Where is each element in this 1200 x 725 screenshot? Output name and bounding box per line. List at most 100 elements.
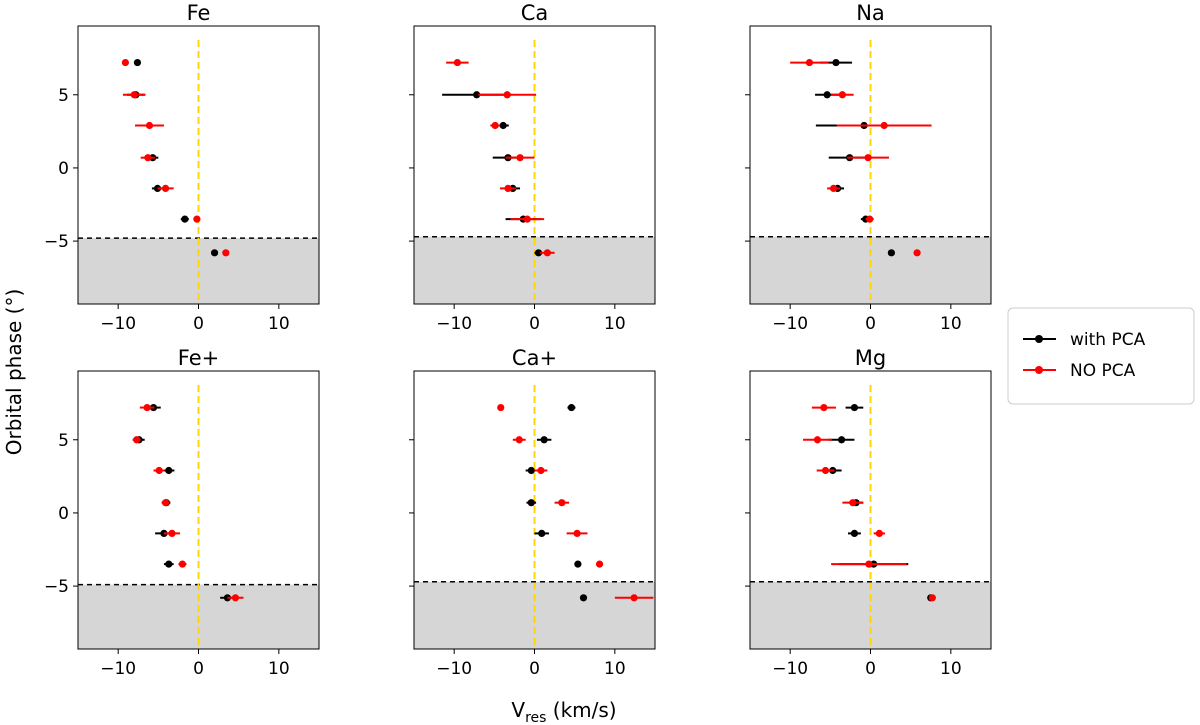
x-tick-label: 0 (193, 314, 204, 334)
data-point (523, 215, 531, 223)
panel-title: Mg (855, 346, 886, 370)
data-point (223, 594, 232, 602)
legend-label-with-pca: with PCA (1070, 330, 1146, 350)
series-no-pca (497, 403, 654, 602)
legend-marker-no-pca (1035, 366, 1043, 374)
data-point (161, 499, 170, 507)
x-tick-label: 0 (529, 659, 540, 679)
series-no-pca (790, 58, 932, 257)
data-point (527, 466, 535, 475)
series-no-pca (132, 403, 244, 602)
data-point (133, 436, 141, 444)
data-point (850, 529, 859, 538)
data-point (849, 499, 857, 507)
data-point (133, 58, 142, 67)
data-point (829, 184, 838, 193)
data-point (838, 91, 846, 99)
series-with-pca (823, 403, 935, 602)
y-tick-label: 0 (58, 504, 69, 524)
panel-1: −10 0 10 5 0 −5 Fe (44, 1, 320, 334)
x-tick-label: −10 (436, 314, 472, 334)
panel-title: Ca+ (512, 346, 557, 370)
data-point (161, 184, 170, 193)
shaded-region (750, 581, 991, 649)
data-point (491, 121, 499, 130)
x-tick-label: 10 (268, 659, 290, 679)
data-point (850, 403, 859, 412)
x-tick-label: 10 (940, 314, 962, 334)
data-point (832, 58, 840, 67)
panel-title: Fe (187, 1, 211, 25)
x-axis-label-unit: (km/s) (546, 698, 616, 722)
series-with-pca (442, 91, 543, 257)
data-point (538, 529, 546, 538)
data-point (165, 466, 173, 475)
panels: −10 0 10 5 0 −5 Fe −10 0 10 Ca −10 0 10 Na −10 0 10 5 0 −5 Fe… (44, 1, 992, 679)
series-with-pca (525, 403, 588, 602)
data-point (837, 436, 846, 444)
data-point (865, 560, 873, 568)
data-point (866, 215, 874, 223)
panel-title: Na (856, 1, 885, 25)
x-tick-label: 0 (193, 659, 204, 679)
panel-6: −10 0 10 Mg (745, 346, 992, 679)
x-tick-label: 0 (865, 314, 876, 334)
x-axis-label-subscript: res (525, 710, 546, 725)
legend-item-with-pca: with PCA (1023, 330, 1146, 350)
data-point (630, 594, 638, 602)
data-point (574, 560, 582, 568)
data-point (181, 215, 189, 223)
series-no-pca (803, 403, 936, 602)
data-point (453, 58, 461, 67)
data-point (567, 403, 576, 412)
data-point (168, 529, 176, 538)
shaded-region (414, 236, 655, 304)
data-point (579, 594, 588, 602)
panel-title: Ca (521, 1, 549, 25)
legend: with PCA NO PCA (1007, 307, 1195, 405)
y-tick-label: 5 (58, 431, 69, 451)
x-tick-label: 10 (604, 314, 626, 334)
data-point (573, 529, 581, 538)
data-point (155, 466, 163, 475)
data-point (497, 403, 505, 412)
series-with-pca (133, 403, 235, 602)
legend-box (1007, 307, 1195, 405)
y-axis-label: Orbital phase (°) (2, 289, 26, 456)
data-point (887, 249, 895, 257)
data-point (515, 436, 523, 444)
data-point (880, 121, 888, 130)
data-point (820, 403, 828, 412)
data-point (193, 215, 201, 223)
y-tick-label: −5 (44, 577, 69, 597)
panel-2: −10 0 10 Ca (409, 1, 656, 334)
x-tick-label: −10 (772, 659, 808, 679)
data-point (823, 91, 831, 99)
data-point (144, 154, 152, 162)
data-point (534, 249, 543, 257)
panel-3: −10 0 10 Na (745, 1, 992, 334)
data-point (516, 154, 524, 162)
data-point (813, 436, 822, 444)
data-point (595, 560, 604, 568)
data-point (875, 529, 883, 538)
shaded-region (750, 236, 991, 304)
data-point (222, 249, 230, 257)
data-point (928, 594, 936, 602)
panel-4: −10 0 10 5 0 −5 Fe+ (44, 346, 320, 679)
y-tick-label: 5 (58, 86, 69, 106)
data-point (821, 466, 830, 475)
x-tick-label: 10 (604, 659, 626, 679)
legend-marker-with-pca (1035, 335, 1043, 343)
panel-5: −10 0 10 Ca+ (409, 346, 656, 679)
data-point (504, 184, 512, 193)
data-point (165, 560, 173, 568)
data-point (537, 466, 545, 475)
data-point (913, 249, 921, 257)
panel-title: Fe+ (178, 346, 219, 370)
y-tick-label: 0 (58, 159, 69, 179)
x-tick-label: −10 (436, 659, 472, 679)
x-tick-label: 10 (268, 314, 290, 334)
data-point (473, 91, 481, 99)
x-tick-label: 0 (529, 314, 540, 334)
